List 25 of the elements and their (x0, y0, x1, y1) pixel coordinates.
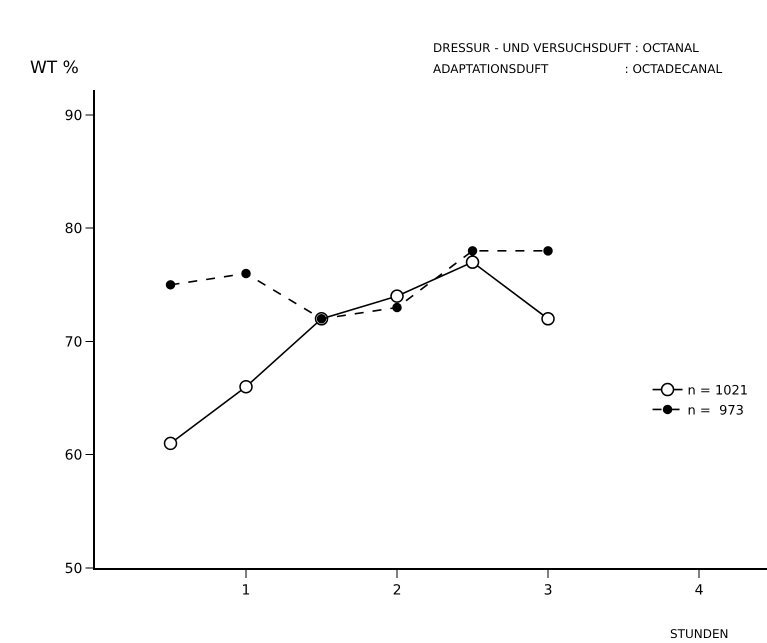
point (466, 255, 480, 269)
y-tick-label: 70 (64, 334, 82, 350)
x-tick-label: 3 (544, 582, 552, 599)
point (468, 246, 478, 256)
x-tick-label: 1 (242, 582, 250, 599)
legend-label: n = 1021 (688, 384, 748, 399)
x-tick-label: 2 (392, 582, 402, 599)
point (392, 302, 402, 312)
point (241, 268, 251, 278)
point (166, 280, 176, 290)
x-axis-title: STUNDEN (670, 627, 729, 641)
text: ADAPTATIONSDUFT : OCTADECANAL (433, 62, 722, 76)
y-tick-label: 60 (64, 448, 82, 464)
point (390, 289, 404, 303)
legend-label: n = 973 (688, 404, 744, 419)
y-tick-label: 80 (64, 221, 82, 238)
point (543, 246, 553, 256)
point (239, 380, 253, 394)
y-axis-title: WT % (30, 58, 79, 78)
y-tick-label: 50 (64, 560, 82, 577)
y-tick-label: 90 (64, 108, 82, 124)
point (541, 312, 555, 326)
text: DRESSUR - UND VERSUCHSDUFT : OCTANAL (433, 41, 700, 55)
point (164, 436, 178, 450)
x-tick-label: 4 (694, 582, 704, 599)
